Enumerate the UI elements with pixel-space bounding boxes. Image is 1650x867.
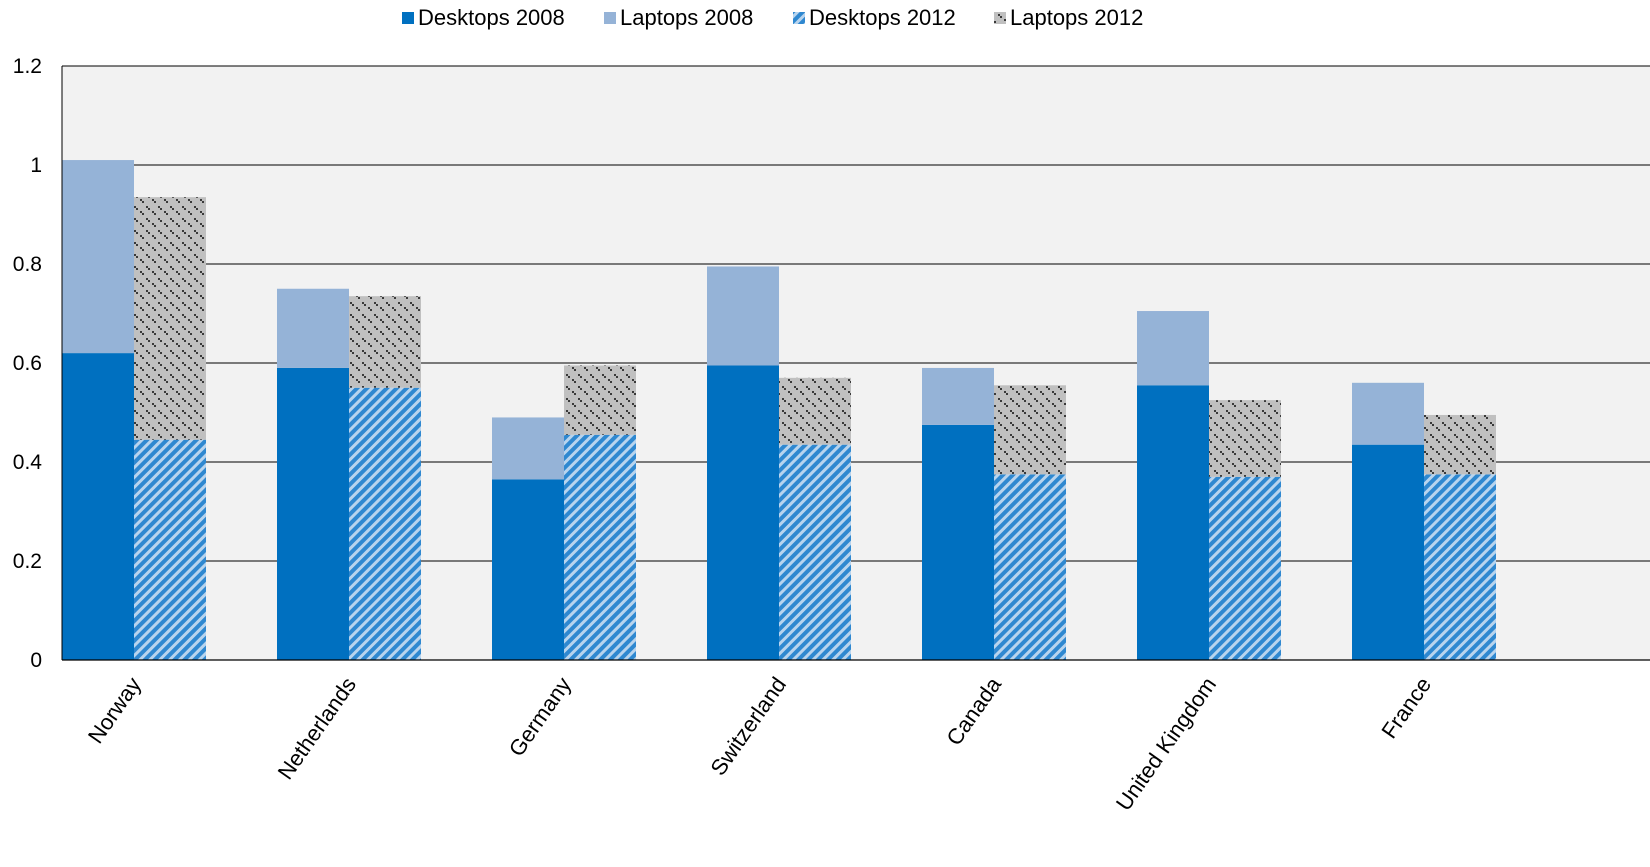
y-tick-label: 0 [30,649,42,672]
y-tick-label: 0.8 [13,253,42,276]
bar-desktops-2008 [492,479,564,660]
legend-swatch [994,12,1006,24]
bar-desktops-2012 [994,474,1066,660]
bar-desktops-2012 [564,434,636,660]
bar-desktops-2012 [349,387,421,660]
bar-desktops-2012 [134,439,206,660]
bar-desktops-2008 [1137,385,1209,660]
y-tick-label: 1.2 [13,55,42,78]
bar-desktops-2012 [1209,476,1281,660]
y-tick-label: 1 [30,154,42,177]
bar-desktops-2008 [707,365,779,660]
bar-laptops-2008 [707,266,779,366]
bar-desktops-2008 [922,424,994,660]
bar-laptops-2008 [922,367,994,425]
category-label: Switzerland [705,673,791,780]
bar-desktops-2008 [1352,444,1424,660]
axes [61,66,1650,661]
category-label: Norway [83,673,146,748]
legend-label: Laptops 2012 [1010,5,1143,30]
y-tick-label: 0.2 [13,550,42,573]
bar-laptops-2008 [492,417,564,480]
bar-laptops-2012 [134,197,206,440]
legend-label: Desktops 2008 [418,5,565,30]
bar-desktops-2008 [277,367,349,660]
bars [62,160,1496,660]
y-tick-label: 0.6 [13,352,42,375]
legend-item-laptops-2008: Laptops 2008 [604,5,753,30]
bar-laptops-2012 [564,365,636,435]
y-tick-labels: 0 0.2 0.4 0.6 0.8 1 1.2 [13,55,43,672]
legend-swatch [402,12,414,24]
legend-label: Laptops 2008 [620,5,753,30]
bar-laptops-2012 [779,377,851,445]
legend-swatch [793,12,805,24]
bar-laptops-2008 [1352,382,1424,445]
y-tick-label: 0.4 [13,451,43,474]
bar-desktops-2012 [779,444,851,660]
legend: Desktops 2008 Laptops 2008 Desktops 2012 La… [402,5,1143,30]
bar-desktops-2012 [1424,474,1496,660]
legend-label: Desktops 2012 [809,5,956,30]
legend-item-desktops-2012: Desktops 2012 [793,5,956,30]
bar-laptops-2012 [1424,414,1496,475]
bar-laptops-2012 [1209,400,1281,477]
category-label: Germany [504,673,576,761]
category-label: France [1376,673,1436,743]
legend-item-desktops-2008: Desktops 2008 [402,5,565,30]
category-label: United Kingdom [1111,673,1221,816]
bar-laptops-2008 [62,160,134,354]
bar-laptops-2008 [1137,311,1209,386]
category-label: Netherlands [273,673,362,785]
bar-laptops-2008 [277,288,349,368]
bar-laptops-2012 [349,296,421,388]
bar-desktops-2008 [62,353,134,660]
bar-laptops-2012 [994,385,1066,475]
category-label: Canada [941,672,1006,750]
category-labels: Norway Netherlands Germany Switzerland Canad… [83,672,1436,815]
legend-swatch [604,12,616,24]
legend-item-laptops-2012: Laptops 2012 [994,5,1143,30]
